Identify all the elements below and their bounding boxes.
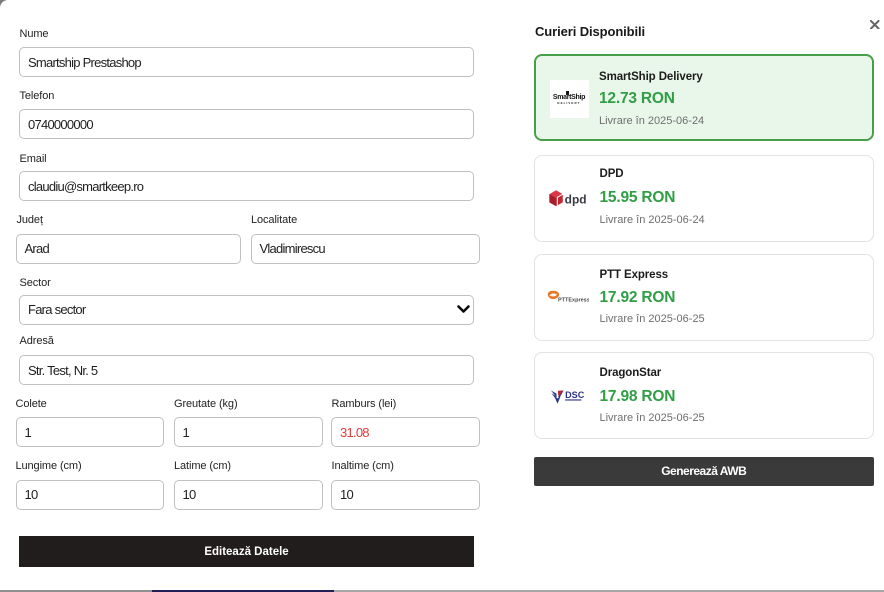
svg-text:DSC: DSC <box>565 390 585 400</box>
svg-text:dpd: dpd <box>564 192 586 206</box>
svg-text:PTTExpress: PTTExpress <box>558 297 589 303</box>
